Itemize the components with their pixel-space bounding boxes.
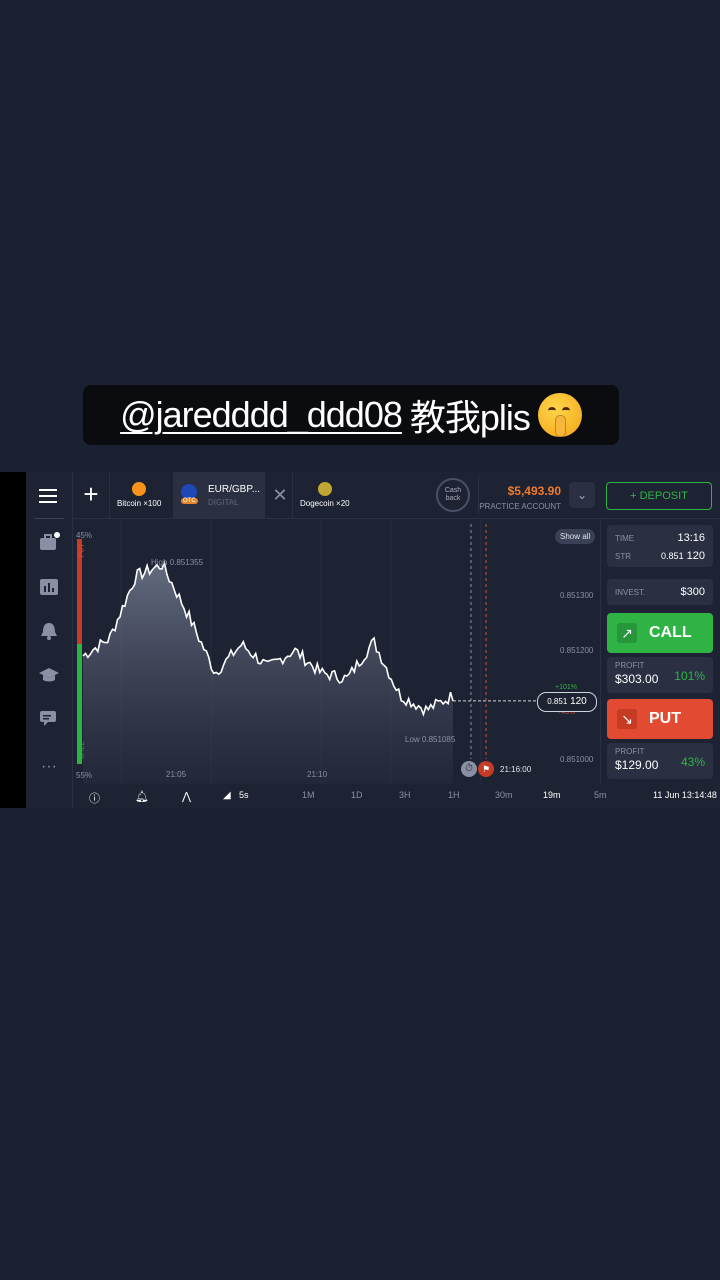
y-tick: 0.851300 xyxy=(560,591,594,600)
arrow-down-right-icon: ↘ xyxy=(617,709,637,729)
chart-canvas[interactable] xyxy=(73,519,599,784)
shushing-face-icon xyxy=(537,393,582,437)
caption-overlay: @jaredddd_ddd08 教我plis xyxy=(83,385,619,445)
current-price-tag: 0.851 120 xyxy=(537,692,597,712)
strike-main: 0.851 xyxy=(661,551,684,561)
period-1m[interactable]: 1M xyxy=(302,790,315,800)
call-button[interactable]: ↗ CALL xyxy=(607,613,713,653)
price-line xyxy=(82,559,454,717)
account-type: PRACTICE ACCOUNT xyxy=(479,502,561,511)
bottom-toolbar: ⓘ 🔔︎ ⋀ ◢ 5s 1M 1D 3H 1H 30m 19m 5m 11 Ju… xyxy=(73,784,720,808)
period-5m[interactable]: 5m xyxy=(594,790,607,800)
put-profit: PROFIT $129.00 43% xyxy=(607,743,713,779)
chart-icon[interactable] xyxy=(38,576,60,598)
dogecoin-icon xyxy=(318,482,332,496)
portfolio-icon[interactable] xyxy=(38,532,60,554)
finish-flag-icon[interactable]: ⚑ xyxy=(478,761,494,777)
tab-eurgbp[interactable]: OTC EUR/GBP... DIGITAL xyxy=(173,472,265,518)
call-sentiment-bar xyxy=(77,644,82,764)
expiry-time: 21:16:00 xyxy=(500,765,532,774)
period-1h[interactable]: 1H xyxy=(448,790,460,800)
otc-badge: OTC xyxy=(181,498,198,504)
balance-display[interactable]: $5,493.90 PRACTICE ACCOUNT xyxy=(478,476,569,514)
chevron-down-icon[interactable]: ⌄ xyxy=(569,482,595,508)
tab-sublabel: DIGITAL xyxy=(208,498,239,507)
tab-label: EUR/GBP... xyxy=(208,484,261,495)
top-bar: + Bitcoin ×100 OTC EUR/GBP... DIGITAL ✕ … xyxy=(26,472,720,519)
interval-5s[interactable]: 5s xyxy=(239,790,249,800)
arrow-up-right-icon: ↗ xyxy=(617,623,637,643)
caption-handle[interactable]: @jaredddd_ddd08 xyxy=(120,394,403,435)
put-button[interactable]: ↘ PUT xyxy=(607,699,713,739)
tab-multiplier: ×20 xyxy=(336,499,350,508)
menu-icon[interactable] xyxy=(32,480,64,510)
price-area xyxy=(83,562,453,784)
invest-selector[interactable]: INVEST. $300 xyxy=(607,579,713,605)
bell-icon[interactable] xyxy=(38,620,60,642)
caption-text: 教我plis xyxy=(409,397,531,438)
bitcoin-icon xyxy=(132,482,146,496)
price-chart[interactable]: 45% 55% PUT CALL High 0.851355 Low 0.851… xyxy=(73,519,599,784)
strike-tail: 120 xyxy=(686,550,705,562)
down-payout: +43% xyxy=(557,709,576,716)
balance-amount: $5,493.90 xyxy=(507,484,561,498)
timer-icon[interactable]: ⏱ xyxy=(461,761,477,777)
time-value: 13:16 xyxy=(677,532,705,544)
chart-type-icon[interactable]: ◢ xyxy=(223,790,231,801)
info-icon[interactable]: ⓘ xyxy=(89,793,100,805)
time-selector[interactable]: TIME 13:16 STR 0.851 120 xyxy=(607,525,713,567)
chat-icon[interactable] xyxy=(38,708,60,730)
period-19m[interactable]: 19m xyxy=(543,790,561,800)
tab-multiplier: ×100 xyxy=(143,499,162,508)
education-icon[interactable] xyxy=(38,664,60,686)
cashback-timer[interactable]: Cash back xyxy=(436,478,470,512)
period-3h[interactable]: 3H xyxy=(399,790,411,800)
x-tick: 21:10 xyxy=(307,770,328,779)
y-tick: 0.851000 xyxy=(560,755,594,764)
invest-value: $300 xyxy=(680,586,705,598)
indicators-icon[interactable]: ⋀ xyxy=(182,791,192,803)
put-sentiment-bar xyxy=(77,539,82,644)
period-1d[interactable]: 1D xyxy=(351,790,363,800)
put-percentage: 45% xyxy=(76,531,93,540)
server-datetime: 11 Jun 13:14:48 xyxy=(653,790,717,800)
period-30m[interactable]: 30m xyxy=(495,790,513,800)
call-percentage: 55% xyxy=(76,771,93,780)
tab-label: Dogecoin xyxy=(300,499,334,508)
eu-flag-icon xyxy=(181,484,197,500)
add-asset-button[interactable]: + xyxy=(72,472,110,518)
deposit-button[interactable]: + DEPOSIT xyxy=(606,482,712,510)
close-tab-icon[interactable]: ✕ xyxy=(268,472,293,518)
tab-bitcoin[interactable]: Bitcoin ×100 xyxy=(114,472,170,518)
sidebar: ··· xyxy=(26,518,73,808)
high-label: High 0.851355 xyxy=(151,558,204,567)
y-tick: 0.851200 xyxy=(560,646,594,655)
tab-dogecoin[interactable]: Dogecoin ×20 xyxy=(296,472,356,518)
tab-label: Bitcoin xyxy=(117,499,142,508)
trading-app: + Bitcoin ×100 OTC EUR/GBP... DIGITAL ✕ … xyxy=(26,472,720,808)
call-label: CALL xyxy=(78,741,86,760)
letterbox-bar xyxy=(0,472,26,808)
up-payout: +101% xyxy=(555,684,577,691)
put-label: PUT xyxy=(78,543,86,558)
low-label: Low 0.851085 xyxy=(405,735,456,744)
trade-panel: TIME 13:16 STR 0.851 120 INVEST. $300 ↗ … xyxy=(600,519,720,784)
x-tick: 21:05 xyxy=(166,770,187,779)
call-profit: PROFIT $303.00 101% xyxy=(607,657,713,693)
alert-icon[interactable]: 🔔︎ xyxy=(135,791,149,803)
more-icon[interactable]: ··· xyxy=(41,758,57,775)
show-all-button[interactable]: Show all xyxy=(555,529,596,544)
